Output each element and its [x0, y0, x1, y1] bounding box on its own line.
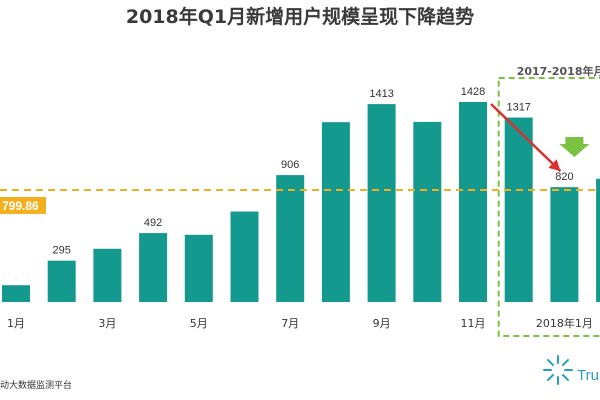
average-label: 799.86 [2, 199, 39, 213]
bar [230, 211, 259, 302]
bar [276, 175, 305, 302]
data-label: 1413 [369, 88, 393, 100]
x-tick-label: 5月 [190, 317, 208, 330]
logo-text: Tru [577, 367, 599, 384]
x-tick-label: 9月 [373, 317, 391, 330]
bar [139, 233, 168, 302]
bar [550, 187, 579, 302]
x-tick-label: 1月 [7, 317, 25, 330]
data-label: 820 [555, 171, 573, 183]
source-note: 动大数据监测平台 [0, 381, 73, 391]
x-tick-label: 2018年1月 [536, 316, 593, 330]
bar [596, 178, 600, 302]
chart-title: 2018年Q1月新增用户规模呈现下降趋势 [125, 6, 475, 28]
highlight-box-label: 2017-2018年月活新增用户规模 [517, 64, 600, 78]
bar [47, 260, 76, 302]
trend-arrow-head [548, 159, 561, 172]
bar [93, 248, 122, 302]
data-label: 492 [144, 217, 162, 229]
bar [413, 121, 442, 302]
bar [504, 117, 533, 302]
data-label: 906 [281, 159, 299, 171]
bar [321, 122, 350, 303]
highlight-box [497, 77, 600, 337]
trend-arrow-line [490, 103, 562, 173]
bar [184, 234, 213, 302]
bar [459, 102, 487, 302]
x-tick-label: 7月 [281, 317, 299, 330]
x-tick-label: 11月 [461, 317, 486, 330]
data-label: 1317 [506, 102, 530, 114]
bar [367, 104, 396, 303]
trustdata-logo-icon [543, 355, 573, 385]
x-tick-label: 3月 [98, 317, 116, 330]
bar [2, 285, 30, 302]
data-label: 295 [53, 245, 71, 257]
data-label: 1428 [461, 86, 485, 98]
down-arrow-icon [559, 137, 590, 157]
average-label-bg [0, 196, 46, 214]
